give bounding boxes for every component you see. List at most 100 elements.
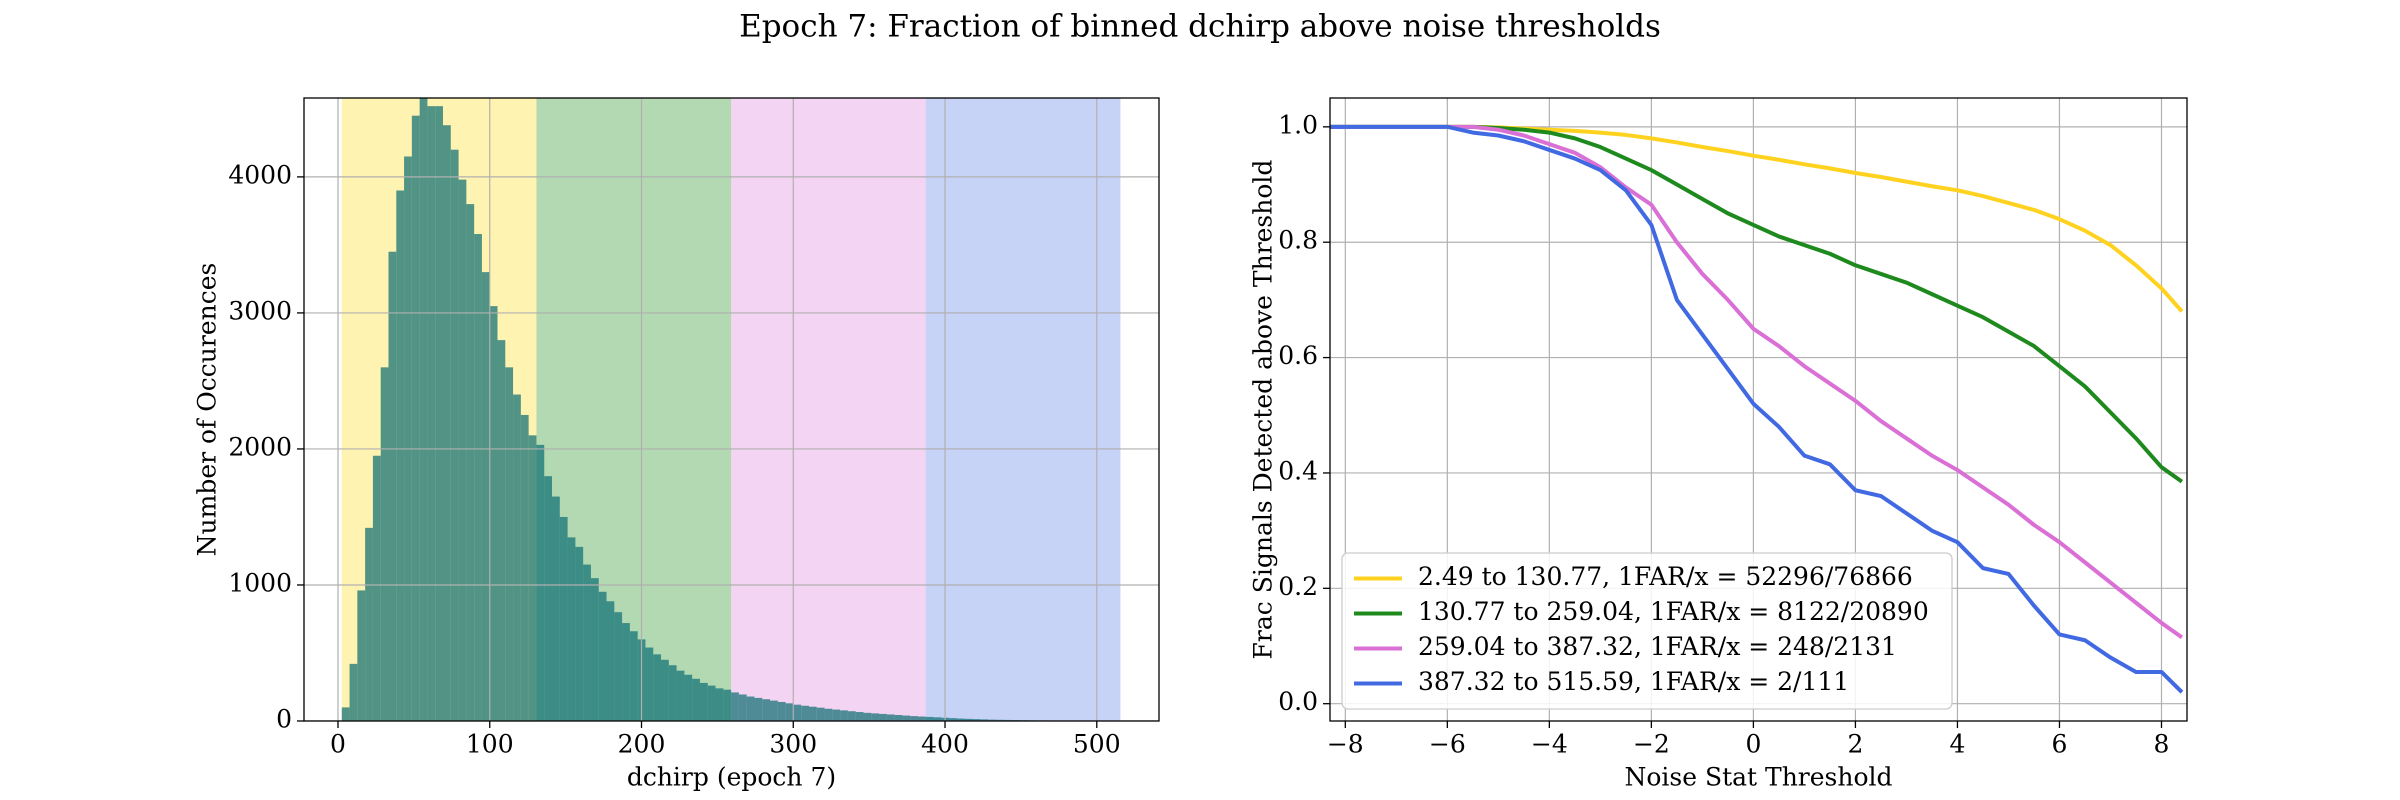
- x-tick-label: 200: [618, 730, 666, 759]
- hist-bar: [785, 703, 794, 721]
- y-tick-label: 0.2: [1278, 572, 1318, 601]
- hist-bar: [793, 704, 802, 721]
- hist-bar: [894, 715, 903, 721]
- legend-label: 387.32 to 515.59, 1FAR/x = 2/111: [1418, 667, 1849, 696]
- y-tick-label: 0.4: [1278, 456, 1318, 485]
- hist-bar: [513, 394, 521, 721]
- hist-bar: [559, 516, 568, 721]
- hist-bar: [824, 708, 833, 721]
- x-tick-label: −4: [1531, 730, 1568, 759]
- hist-bar: [847, 711, 856, 721]
- legend-label: 259.04 to 387.32, 1FAR/x = 248/2131: [1418, 632, 1897, 661]
- hist-bar: [489, 306, 498, 721]
- hist-bar: [762, 699, 771, 721]
- hist-bar: [505, 367, 514, 721]
- hist-bar: [731, 692, 739, 721]
- hist-bar: [388, 251, 397, 721]
- y-tick-label: 0.0: [1278, 687, 1318, 716]
- hist-bar: [365, 527, 373, 721]
- hist-bar: [910, 716, 918, 721]
- hist-bar: [575, 546, 584, 721]
- hist-bar: [372, 455, 381, 721]
- band: [731, 98, 926, 721]
- hist-bar: [497, 340, 506, 721]
- hist-bar: [879, 713, 887, 721]
- hist-bar: [715, 688, 724, 721]
- hist-bar: [629, 631, 638, 721]
- hist-bar: [442, 125, 451, 721]
- hist-bar: [528, 435, 537, 721]
- x-tick-label: 0: [1745, 730, 1761, 759]
- series-line: [1330, 124, 2184, 639]
- y-axis-label: Number of Occurences: [193, 263, 222, 557]
- x-tick-label: 300: [769, 730, 817, 759]
- hist-bar: [645, 647, 654, 721]
- hist-bar: [707, 685, 716, 721]
- hist-bar: [980, 719, 989, 721]
- hist-bar: [668, 665, 677, 721]
- hist-bar: [964, 718, 973, 721]
- legend-box: [1341, 552, 1953, 710]
- hist-bar: [411, 115, 420, 721]
- hist-bar: [544, 476, 553, 721]
- legend-label: 2.49 to 130.77, 1FAR/x = 52296/76866: [1418, 562, 1913, 591]
- axes-frame: [303, 97, 1160, 722]
- hist-bar: [458, 179, 467, 721]
- plot-area: [304, 98, 1159, 721]
- y-tick-label: 0.6: [1278, 341, 1318, 370]
- hist-bar: [886, 714, 895, 721]
- hist-bar: [684, 674, 693, 721]
- hist-bar: [902, 715, 911, 721]
- y-axis-label: Frac Signals Detected above Threshold: [1249, 160, 1278, 660]
- hist-bar: [808, 706, 817, 721]
- hist-bar: [357, 590, 366, 721]
- x-tick-label: −6: [1429, 730, 1466, 759]
- hist-bar: [606, 601, 615, 721]
- hist-bar: [777, 701, 786, 721]
- hist-bar: [590, 578, 599, 721]
- hist-bar: [816, 707, 825, 721]
- hist-bar: [746, 696, 755, 721]
- band: [925, 98, 1121, 721]
- y-tick-label: 1000: [228, 568, 292, 597]
- hist-bar: [520, 414, 529, 721]
- x-tick-label: 2: [1847, 730, 1863, 759]
- y-tick-label: 0: [276, 705, 292, 734]
- hist-bar: [598, 591, 607, 721]
- hist-bar: [832, 709, 841, 721]
- hist-bar: [474, 234, 482, 721]
- hist-bar: [450, 149, 459, 721]
- hist-bar: [427, 106, 436, 721]
- x-tick-label: 400: [921, 730, 969, 759]
- hist-bar: [871, 713, 880, 721]
- x-tick-label: 100: [466, 730, 514, 759]
- hist-bar: [723, 689, 732, 721]
- y-tick-label: 4000: [228, 160, 292, 189]
- hist-bar: [661, 659, 669, 721]
- hist-bar: [692, 678, 700, 721]
- hist-bar: [917, 716, 926, 721]
- hist-bar: [583, 564, 591, 721]
- chart-line: −8 −6 −4 −2 0 2 4 6 8 0.0 0.2 0.4 0.6 0.8 1.0 Noise Sta…: [1249, 97, 2188, 792]
- hist-bar: [341, 707, 350, 721]
- y-tick-label: 0.8: [1278, 226, 1318, 255]
- x-tick-label: −2: [1633, 730, 1670, 759]
- hist-bar: [972, 719, 981, 721]
- hist-bar: [481, 272, 490, 721]
- hist-bar: [988, 719, 996, 721]
- x-tick-label: 6: [2052, 730, 2068, 759]
- hist-bar: [466, 204, 475, 721]
- legend: 2.49 to 130.77, 1FAR/x = 52296/76866 130.…: [1341, 552, 1953, 710]
- hist-bar: [567, 537, 576, 721]
- hist-bar: [801, 705, 809, 721]
- hist-bar: [536, 444, 545, 721]
- x-axis-label: Noise Stat Threshold: [1624, 763, 1892, 792]
- hist-bar: [614, 612, 623, 721]
- hist-bar: [380, 367, 389, 721]
- hist-bar: [840, 710, 848, 721]
- hist-bar: [653, 654, 662, 721]
- hist-bar: [396, 190, 405, 721]
- y-tick-label: 2000: [228, 432, 292, 461]
- hist-bar: [404, 156, 412, 721]
- x-tick-label: −8: [1327, 730, 1364, 759]
